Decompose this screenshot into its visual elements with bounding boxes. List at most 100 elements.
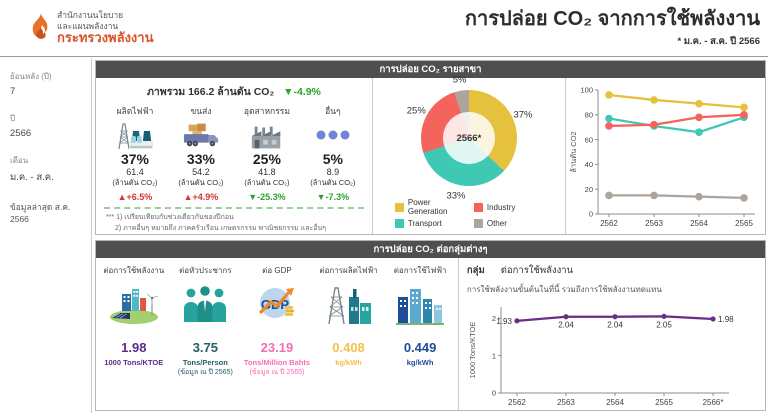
ratio-value: 23.19 [260, 340, 294, 355]
group-selector-label: กลุ่ม [466, 265, 485, 276]
ratio-note: (ข้อมูล ณ ปี 2565) [177, 369, 233, 376]
svg-text:2563: 2563 [645, 219, 663, 228]
power-plant-icon [102, 120, 168, 150]
sector-panel-header: การปล่อย CO₂ รายสาขา [96, 61, 765, 78]
last-updated-text: ข้อมูลล่าสุด ส.ค. 2566 [10, 202, 71, 224]
sector-name: ขนส่ง [190, 106, 212, 116]
flame-icon [30, 12, 52, 45]
svg-text:1000 Tons/KTOE: 1000 Tons/KTOE [468, 322, 477, 379]
legend-label: Power Generation [407, 198, 448, 216]
ratio-cards: ต่อการใช้พลังงาน [96, 258, 458, 410]
sector-name: อื่นๆ [325, 106, 341, 116]
svg-text:80: 80 [585, 111, 593, 120]
sector-unit: (ล้านตัน CO₂) [178, 178, 224, 187]
filter-label-month: เดือน [10, 156, 29, 165]
legend-label: Transport [407, 219, 442, 228]
sector-unit: (ล้านตัน CO₂) [310, 178, 356, 187]
svg-text:2566*: 2566* [702, 398, 723, 407]
ratio-value: 1.98 [121, 340, 147, 355]
overview-title-prefix: ภาพรวม [146, 86, 186, 98]
svg-text:2: 2 [492, 314, 496, 323]
ratio-trend-chart: 0 1 2 2562 2563 2564 2565 2566* 1000 Tons/KTOE 1.… [467, 297, 757, 413]
sector-donut-chart: 2566* 37% 33% 25% 5% [373, 74, 566, 201]
logo-text-line2: และแผนพลังงาน [57, 20, 119, 31]
svg-text:2.04: 2.04 [607, 321, 623, 330]
ratio-value: 3.75 [192, 340, 219, 355]
filter-sidebar: ย้อนหลัง (ปี) 7 ปี 2566 เดือน ม.ค. - ส.ค… [0, 58, 92, 413]
svg-text:2565: 2565 [735, 219, 753, 228]
svg-text:1.93: 1.93 [496, 317, 512, 326]
sector-donut-card: 2566* 37% 33% 25% 5% Power Generation Indus… [371, 74, 566, 234]
legend-label: Industry [486, 202, 516, 212]
legend-item: Power Generation [394, 198, 472, 216]
sector-trend-chart: 0 20 40 60 80 100 2562 2563 2564 2565 ล้านตัน CO2 [568, 80, 765, 237]
ratio-unit: 1000 Tons/KTOE [104, 358, 164, 367]
ratio-panel-header: การปล่อย CO₂ ต่อกลุ่มต่างๆ [96, 241, 765, 258]
sector-unit: (ล้านตัน CO₂) [112, 178, 158, 187]
ratio-label: ต่อ GDP [262, 266, 292, 275]
logo-text-line3: กระทรวงพลังงาน [57, 30, 154, 46]
sector-trend: ▼-25.3% [248, 192, 286, 202]
ratio-column-electricity-use: ต่อการใช้ไฟฟ้า [384, 264, 456, 410]
sector-value: 41.8 [258, 167, 276, 177]
svg-text:2.04: 2.04 [558, 321, 574, 330]
ratio-label: ต่อการใช้ไฟฟ้า [393, 266, 447, 275]
svg-text:60: 60 [585, 135, 593, 144]
filter-value-month[interactable]: ม.ค. - ส.ค. [10, 172, 54, 183]
legend-item: Transport [394, 219, 472, 228]
sector-unit: (ล้านตัน CO₂) [244, 178, 290, 187]
sector-percent: 25% [252, 151, 281, 167]
filter-value-year[interactable]: 2566 [10, 128, 32, 139]
ratio-column-power-generation: ต่อการผลิตไฟฟ้า [313, 264, 385, 410]
sector-trend-card: 0 20 40 60 80 100 2562 2563 2564 2565 ล้านตัน CO2 [564, 78, 765, 237]
sector-overview-card: ภาพรวม 166.2 ล้านตัน CO₂ ▼-4.9% ผลิตไฟฟ้… [96, 78, 372, 234]
svg-text:1.98: 1.98 [718, 315, 734, 324]
city-buildings-icon [384, 276, 456, 332]
ratio-note: (ข้อมูล ณ ปี 2565) [249, 369, 305, 376]
ministry-logo: สำนักงานนโยบาย และแผนพลังงาน กระทรวงพลัง… [30, 10, 153, 46]
group-selector-value[interactable]: ต่อการใช้พลังงาน [500, 265, 574, 276]
svg-text:2.05: 2.05 [656, 320, 672, 329]
footnote-2: 2) ภาคอื่นๆ หมายถึง ภาคครัวเรือน เกษตรกร… [115, 225, 327, 233]
ratio-chart-note: การใช้พลังงานขั้นต้นในที่นี้ รวมถึงการใช… [466, 285, 662, 294]
overview-total-trend: ▼-4.9% [283, 86, 321, 98]
ratio-value: 0.449 [403, 340, 437, 355]
svg-text:100: 100 [580, 86, 593, 95]
svg-text:0: 0 [589, 210, 593, 219]
sector-name: อุตสาหกรรม [243, 106, 290, 116]
svg-text:0: 0 [492, 389, 496, 398]
ratio-label: ต่อการใช้พลังงาน [103, 266, 165, 275]
donut-slice-label: 33% [446, 190, 466, 202]
sector-trend: ▲+4.9% [183, 192, 219, 202]
sector-trend: ▼-7.3% [316, 192, 350, 202]
ratio-unit: Tons/Million Bahts [243, 358, 310, 367]
legend-item: Other [473, 219, 551, 228]
legend-label: Other [486, 219, 507, 228]
main-content: การปล่อย CO₂ รายสาขา ภาพรวม 166.2 ล้านตั… [95, 60, 766, 411]
population-icon [170, 276, 242, 332]
donut-hole [442, 112, 495, 164]
page-header: สำนักงานนโยบาย และแผนพลังงาน กระทรวงพลัง… [0, 0, 768, 57]
factory-icon [234, 120, 300, 150]
power-generation-icon [313, 276, 385, 332]
energy-city-icon [98, 276, 170, 332]
ratio-label: ต่อการผลิตไฟฟ้า [319, 266, 378, 275]
ratio-unit: Tons/Person [182, 358, 228, 367]
gdp-icon: GDP [241, 276, 313, 332]
svg-text:2563: 2563 [557, 398, 575, 407]
svg-text:ล้านตัน CO2: ล้านตัน CO2 [569, 131, 578, 172]
filter-label-years-back: ย้อนหลัง (ปี) [10, 72, 52, 81]
svg-text:20: 20 [585, 185, 593, 194]
sector-percent: 33% [186, 151, 215, 167]
ratio-label: ต่อหัวประชากร [179, 266, 232, 275]
sector-value: 61.4 [126, 167, 144, 177]
filter-value-years-back[interactable]: 7 [10, 86, 16, 97]
svg-text:40: 40 [585, 160, 593, 169]
ratio-column-population: ต่อหัวประชากร [170, 264, 242, 410]
sector-percent: 37% [120, 151, 149, 167]
sector-emissions-panel: การปล่อย CO₂ รายสาขา ภาพรวม 166.2 ล้านตั… [95, 60, 766, 235]
ratio-value: 0.408 [332, 340, 365, 355]
donut-slice-label: 25% [406, 105, 426, 117]
sector-percent: 5% [322, 151, 343, 167]
